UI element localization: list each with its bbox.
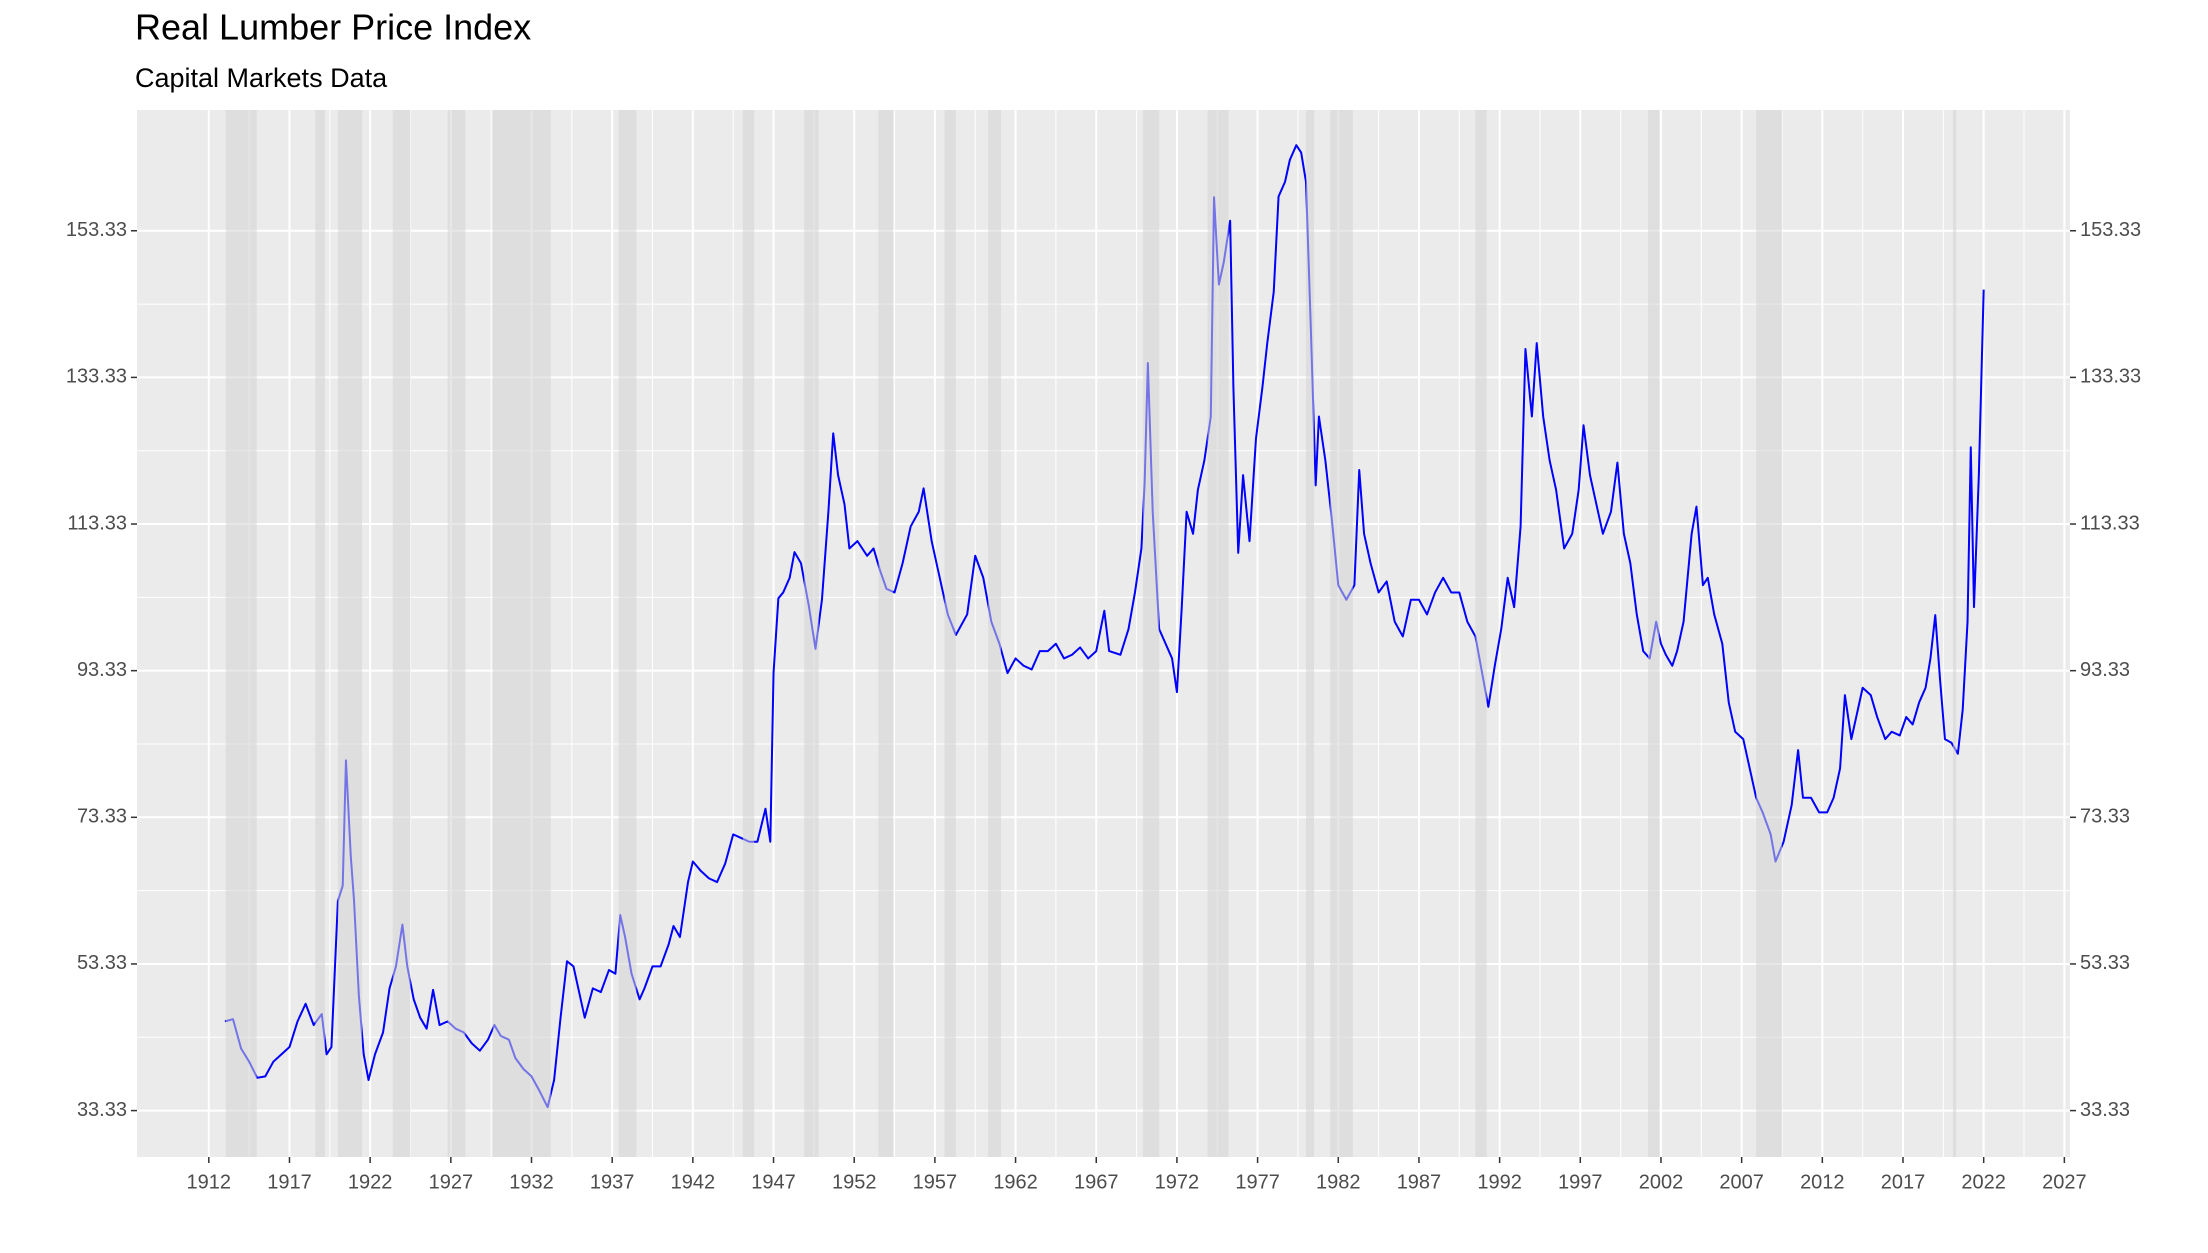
x-tick-label: 1937 [590,1171,635,1193]
shaded-period [225,110,257,1157]
shaded-period [392,110,411,1157]
y-tick-label: 73.33 [77,806,127,828]
y2-tick-label: 113.33 [2080,512,2140,534]
y-tick-label: 133.33 [66,366,127,388]
y-tick-label: 113.33 [67,512,127,534]
shaded-period [1207,110,1229,1157]
x-tick-label: 1927 [429,1171,474,1193]
y-tick-label: 153.33 [66,219,127,241]
shaded-period [1756,110,1782,1157]
shaded-period [337,110,363,1157]
chart-title: Real Lumber Price Index [135,7,531,48]
y-tick-label: 33.33 [77,1099,127,1121]
shaded-period [804,110,819,1157]
x-tick-label: 2022 [1961,1171,2006,1193]
x-tick-label: 2012 [1800,1171,1845,1193]
y2-tick-label: 33.33 [2080,1099,2130,1121]
shaded-period [1648,110,1660,1157]
x-tick-label: 2017 [1881,1171,1926,1193]
y2-tick-label: 153.33 [2080,219,2141,241]
shaded-period [1475,110,1487,1157]
x-tick-label: 2027 [2042,1171,2087,1193]
shaded-period [492,110,551,1157]
shaded-period [988,110,1002,1157]
shaded-period [315,110,325,1157]
x-tick-label: 1957 [913,1171,958,1193]
shaded-period [1953,110,1957,1157]
x-tick-label: 1932 [509,1171,554,1193]
x-tick-label: 2007 [1719,1171,1764,1193]
y2-tick-label: 133.33 [2080,366,2141,388]
x-tick-label: 1992 [1477,1171,1522,1193]
x-tick-label: 1912 [187,1171,232,1193]
x-tick-label: 1972 [1155,1171,1200,1193]
x-tick-label: 1962 [993,1171,1038,1193]
chart-subtitle: Capital Markets Data [135,63,388,93]
x-tick-label: 1922 [348,1171,393,1193]
shaded-period [1143,110,1160,1157]
x-tick-label: 1917 [267,1171,312,1193]
shaded-period [944,110,956,1157]
y2-tick-label: 73.33 [2080,806,2130,828]
shaded-period [878,110,893,1157]
y2-tick-label: 93.33 [2080,659,2130,681]
x-tick-label: 1987 [1397,1171,1442,1193]
y-tick-label: 53.33 [77,952,127,974]
shaded-period [742,110,755,1157]
x-tick-label: 1967 [1074,1171,1119,1193]
shaded-period [618,110,637,1157]
y2-tick-label: 53.33 [2080,952,2130,974]
x-tick-label: 1942 [671,1171,716,1193]
x-tick-label: 1997 [1558,1171,1603,1193]
x-tick-label: 1952 [832,1171,877,1193]
shaded-period [447,110,466,1157]
x-tick-label: 1947 [751,1171,796,1193]
shaded-period [1330,110,1353,1157]
shaded-period [1305,110,1315,1157]
x-tick-label: 2002 [1639,1171,1684,1193]
x-tick-label: 1977 [1235,1171,1280,1193]
x-tick-label: 1982 [1316,1171,1361,1193]
y-tick-label: 93.33 [77,659,127,681]
